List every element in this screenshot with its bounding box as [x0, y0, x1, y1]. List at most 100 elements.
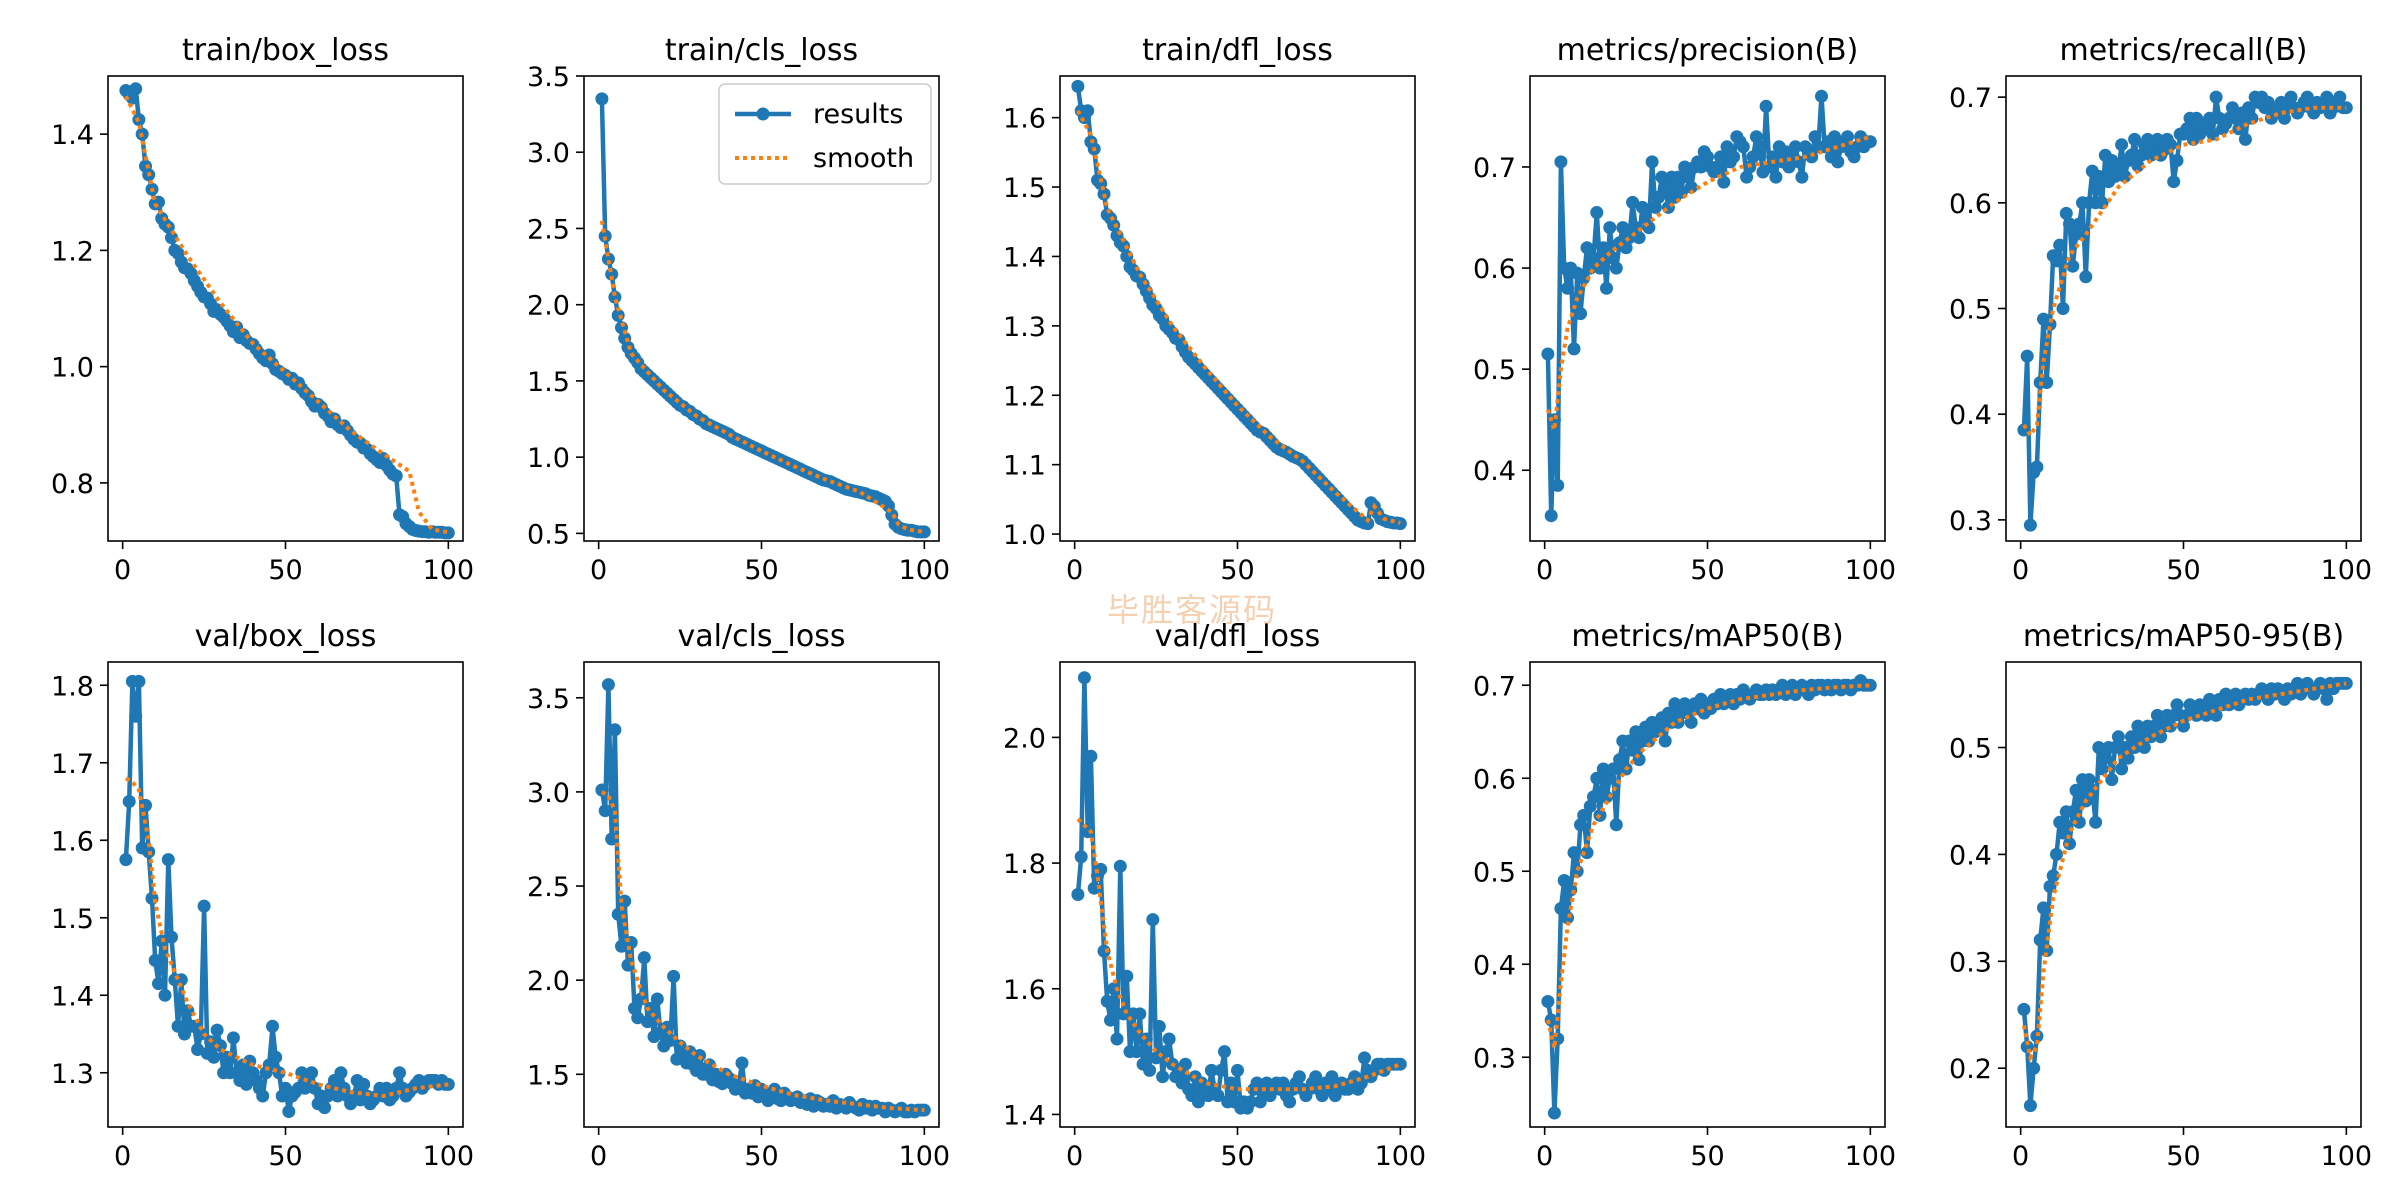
x-tick-label: 0	[590, 1141, 607, 1172]
x-tick-label: 100	[899, 555, 951, 586]
subplot-7: val/cls_loss 0 50 100 1.5 2.0 2.5 3.0 3.5	[527, 619, 950, 1172]
results-point	[598, 804, 612, 818]
y-tick-label: 1.2	[51, 236, 94, 267]
smooth-line	[2022, 105, 2347, 440]
results-point	[1110, 1032, 1124, 1046]
results-point	[1815, 89, 1828, 103]
x-tick-label: 100	[1375, 555, 1427, 586]
results-point	[1720, 140, 1734, 154]
results-point	[2284, 90, 2298, 104]
results-point	[2098, 751, 2112, 765]
results-point	[1658, 734, 1672, 748]
subplot-title: train/cls_loss	[665, 33, 858, 68]
results-point	[1074, 850, 1088, 864]
y-tick-label: 0.3	[1949, 506, 1992, 537]
y-tick-label: 0.4	[1949, 840, 1992, 871]
results-point	[608, 290, 622, 304]
results-point	[2059, 206, 2073, 220]
y-tick-label: 2.0	[527, 291, 570, 322]
results-point	[1629, 725, 1643, 739]
results-point	[2046, 869, 2060, 883]
subplot-title: val/dfl_loss	[1155, 619, 1320, 654]
results-point	[1146, 913, 1160, 927]
results-point	[2069, 228, 2083, 241]
results-point	[1557, 874, 1571, 887]
results-point	[129, 709, 143, 723]
results-line	[1075, 675, 1401, 1111]
results-point	[1609, 261, 1623, 275]
results-point	[608, 723, 622, 737]
plot-area	[1541, 674, 1877, 1120]
results-point	[1152, 1020, 1166, 1033]
x-tick-label: 50	[268, 555, 302, 586]
y-tick-label: 0.8	[51, 469, 94, 500]
x-tick-label: 0	[1536, 1141, 1553, 1172]
results-point	[611, 907, 625, 921]
x-tick-label: 100	[1845, 1141, 1897, 1172]
subplot-title: metrics/mAP50(B)	[1571, 619, 1843, 654]
results-line	[2021, 94, 2347, 528]
results-point	[1104, 1013, 1117, 1027]
results-point	[2023, 518, 2037, 532]
results-point	[2115, 138, 2129, 152]
results-point	[161, 853, 175, 867]
y-tick-label: 1.1	[1003, 451, 1046, 482]
y-tick-label: 0.5	[1949, 295, 1992, 326]
x-tick-label: 50	[1220, 555, 1254, 586]
results-point	[1577, 271, 1591, 285]
results-point	[2134, 148, 2148, 162]
results-point	[2238, 132, 2252, 146]
plot-area	[1541, 89, 1877, 523]
results-point	[1567, 342, 1581, 356]
x-tick-label: 50	[2166, 555, 2200, 586]
results-point	[318, 1101, 332, 1115]
y-tick-label: 3.0	[527, 778, 570, 809]
results-point	[2118, 169, 2132, 183]
x-tick-label: 50	[1690, 1141, 1724, 1172]
results-point	[601, 678, 615, 692]
results-point	[1831, 155, 1845, 169]
subplot-title: train/box_loss	[182, 33, 389, 68]
results-point	[624, 936, 638, 949]
results-point	[266, 1019, 279, 1033]
results-point	[1769, 170, 1783, 184]
x-tick-label: 100	[2321, 1141, 2373, 1172]
y-tick-label: 1.6	[1003, 975, 1046, 1006]
x-tick-label: 0	[1066, 1141, 1083, 1172]
results-point	[2033, 933, 2047, 947]
legend-results-marker	[756, 107, 770, 121]
results-point	[2092, 169, 2106, 183]
results-point	[441, 526, 455, 540]
results-point	[1191, 1095, 1205, 1109]
results-point	[1541, 347, 1555, 361]
results-point	[1547, 1106, 1561, 1120]
results-point	[1218, 1045, 1231, 1059]
results-point	[637, 951, 651, 965]
results-point	[1648, 200, 1662, 214]
y-tick-label: 0.3	[1949, 947, 1992, 978]
results-point	[1626, 743, 1640, 757]
results-point	[1668, 697, 1682, 711]
results-point	[1253, 1095, 1267, 1109]
y-tick-label: 2.5	[527, 872, 570, 903]
x-tick-label: 50	[744, 555, 778, 586]
smooth-line	[1076, 109, 1401, 525]
results-point	[2037, 901, 2050, 915]
results-point	[1808, 130, 1822, 144]
results-point	[1211, 1089, 1225, 1103]
y-tick-label: 0.4	[1473, 456, 1516, 487]
results-point	[2063, 837, 2076, 851]
results-point	[1740, 170, 1754, 184]
y-tick-label: 1.8	[51, 671, 94, 702]
subplot-8: val/dfl_loss 0 50 100 1.4 1.6 1.8 2.0	[1003, 619, 1426, 1172]
results-point	[1325, 1070, 1339, 1084]
y-tick-label: 1.7	[51, 749, 94, 780]
results-point	[2069, 783, 2083, 797]
results-point	[1642, 221, 1656, 235]
results-point	[2141, 132, 2155, 146]
results-point	[667, 969, 681, 983]
y-tick-label: 0.5	[1949, 734, 1992, 765]
plot-area	[1071, 79, 1407, 531]
results-point	[1204, 1063, 1218, 1077]
axes-frame	[1059, 75, 1416, 542]
